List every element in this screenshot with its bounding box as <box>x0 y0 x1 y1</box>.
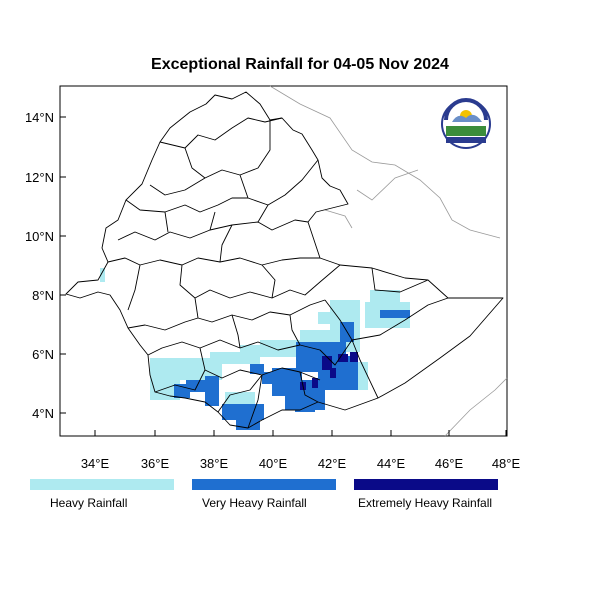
rain-cell <box>150 358 222 380</box>
rain-cell <box>318 312 340 324</box>
x-tick-label: 38°E <box>200 456 229 471</box>
y-tick-label: 6°N <box>32 347 54 362</box>
legend-label-extremely-heavy: Extremely Heavy Rainfall <box>358 496 493 510</box>
y-tick-label: 10°N <box>25 229 54 244</box>
legend-swatch-very-heavy <box>192 479 336 490</box>
rain-cell <box>370 290 400 302</box>
x-axis-ticks: 34°E 36°E 38°E 40°E 42°E 44°E 46°E 48°E <box>81 430 521 471</box>
rain-cell <box>250 364 264 374</box>
x-tick-label: 40°E <box>259 456 288 471</box>
y-tick-label: 4°N <box>32 406 54 421</box>
rain-cell <box>150 380 180 400</box>
rain-cell <box>100 268 105 282</box>
legend-label-heavy: Heavy Rainfall <box>50 496 128 510</box>
y-tick-label: 8°N <box>32 288 54 303</box>
rain-cell <box>312 378 318 388</box>
rain-cell <box>322 356 332 370</box>
rain-cell <box>295 398 315 412</box>
ethiopian-meteorology-institute-logo <box>441 98 491 149</box>
rain-cell <box>160 376 168 382</box>
rain-cell <box>260 340 300 350</box>
rain-cell <box>380 310 410 318</box>
rain-cell <box>205 376 219 406</box>
rain-cell <box>350 352 358 362</box>
x-tick-label: 34°E <box>81 456 110 471</box>
x-tick-label: 48°E <box>492 456 521 471</box>
legend-label-very-heavy: Very Heavy Rainfall <box>202 496 307 510</box>
rain-cell <box>330 368 336 378</box>
country-boundaries <box>65 91 504 429</box>
legend-swatch-extremely-heavy <box>354 479 498 490</box>
y-tick-label: 14°N <box>25 110 54 125</box>
y-axis-ticks: 4°N 6°N 8°N 10°N 12°N 14°N <box>25 110 66 421</box>
y-tick-label: 12°N <box>25 170 54 185</box>
rain-cell <box>338 354 348 362</box>
x-tick-label: 42°E <box>318 456 347 471</box>
map-title: Exceptional Rainfall for 04-05 Nov 2024 <box>151 56 449 73</box>
x-tick-label: 44°E <box>377 456 406 471</box>
ethiopia-outline <box>65 91 504 429</box>
legend-swatch-heavy <box>30 479 174 490</box>
x-tick-label: 36°E <box>141 456 170 471</box>
x-tick-label: 46°E <box>435 456 464 471</box>
neighbor-borders <box>269 85 508 437</box>
rain-cell <box>236 420 260 430</box>
rain-cell <box>225 392 255 406</box>
rain-cell <box>222 404 264 420</box>
